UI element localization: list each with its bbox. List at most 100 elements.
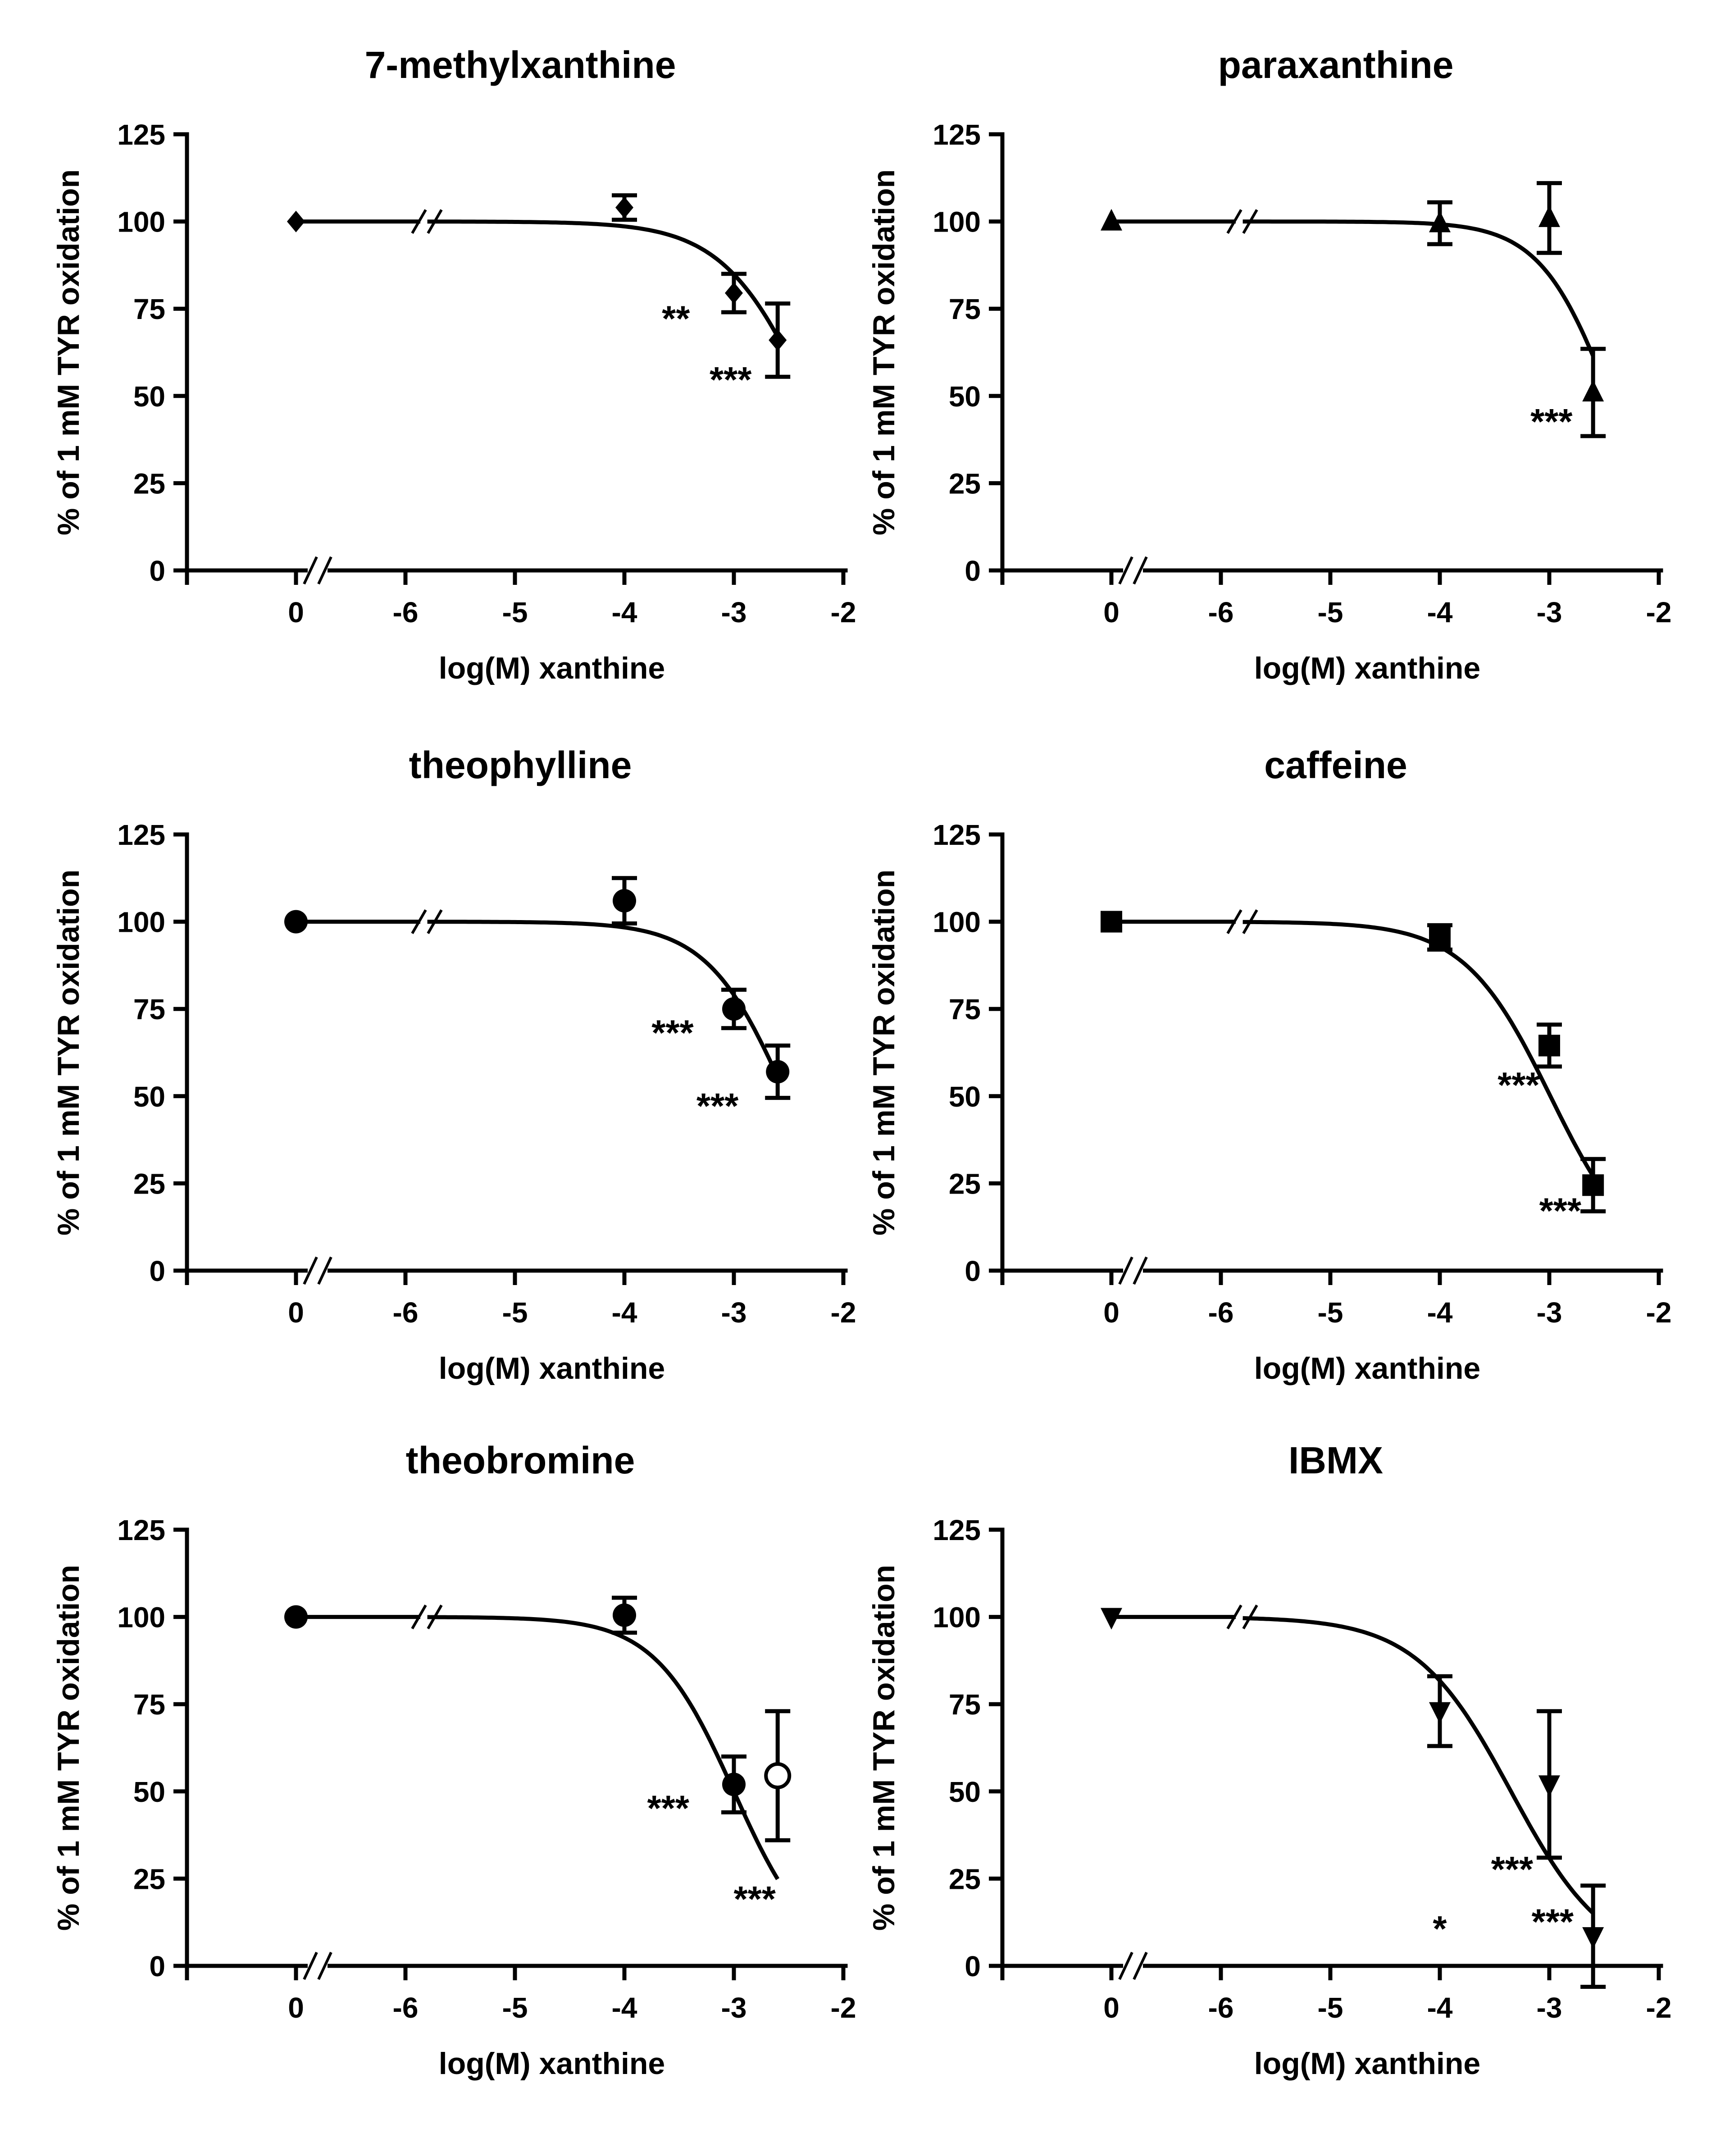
y-tick-label: 125 bbox=[933, 119, 981, 151]
y-tick-label: 100 bbox=[933, 1601, 981, 1634]
x-tick-label: -5 bbox=[1318, 596, 1343, 629]
significance-label: *** bbox=[1491, 1849, 1534, 1889]
curve-break-mark bbox=[1242, 909, 1258, 934]
y-tick-label: 125 bbox=[933, 819, 981, 851]
x-tick-label: -6 bbox=[393, 1992, 419, 2024]
y-tick-label: 125 bbox=[117, 119, 165, 151]
y-tick-label: 75 bbox=[133, 993, 165, 1026]
y-tick-label: 75 bbox=[133, 1688, 165, 1721]
y-tick-label: 75 bbox=[949, 993, 981, 1026]
x-tick-label: -5 bbox=[502, 1296, 528, 1329]
fit-curve bbox=[1242, 219, 1595, 357]
x-tick-label: -6 bbox=[1208, 596, 1234, 629]
y-tick-label: 0 bbox=[965, 1950, 981, 1983]
x-tick-label: -6 bbox=[393, 596, 419, 629]
fit-curve bbox=[427, 920, 780, 1078]
chart-panel-2: paraxanthine 0 25 50 75 100 125 % of 1 mM TYR o… bbox=[867, 44, 1671, 685]
y-tick-label: 100 bbox=[933, 906, 981, 939]
axis-break-mark bbox=[303, 556, 318, 585]
y-tick-label: 50 bbox=[133, 1776, 165, 1808]
data-point bbox=[1429, 210, 1451, 232]
y-tick-label: 25 bbox=[949, 1863, 981, 1895]
y-tick-label: 100 bbox=[117, 906, 165, 939]
fit-curve bbox=[1242, 1616, 1595, 1915]
axis-break-mark bbox=[1133, 1951, 1148, 1980]
data-point bbox=[613, 889, 636, 913]
x-tick-label: -4 bbox=[612, 1296, 637, 1329]
x-tick-label: -5 bbox=[1318, 1296, 1343, 1329]
fit-curve bbox=[427, 1615, 780, 1880]
data-point bbox=[722, 997, 746, 1021]
chart-title: theobromine bbox=[406, 1439, 635, 1481]
axis-break-mark bbox=[303, 1256, 318, 1285]
y-tick-label: 75 bbox=[133, 293, 165, 325]
significance-label: *** bbox=[1497, 1065, 1540, 1105]
significance-label: *** bbox=[710, 360, 752, 400]
y-tick-label: 0 bbox=[149, 555, 165, 587]
chart-title: paraxanthine bbox=[1218, 44, 1454, 86]
chart-title: 7-methylxanthine bbox=[365, 44, 676, 86]
data-point bbox=[1582, 1174, 1604, 1196]
curve-break-mark bbox=[1226, 209, 1242, 234]
chart-title: IBMX bbox=[1288, 1439, 1383, 1481]
curve-break-mark bbox=[427, 1604, 443, 1630]
x-tick-label: 0 bbox=[288, 1992, 304, 2024]
significance-label: *** bbox=[647, 1788, 689, 1828]
curve-break-mark bbox=[1242, 1604, 1258, 1630]
axis-break-mark bbox=[1133, 556, 1148, 585]
x-axis-label: log(M) xanthine bbox=[439, 1351, 665, 1386]
data-point bbox=[284, 910, 308, 934]
chart-title: caffeine bbox=[1264, 744, 1407, 786]
data-point bbox=[1582, 380, 1604, 402]
x-axis-label: log(M) xanthine bbox=[439, 651, 665, 685]
data-point bbox=[722, 1773, 746, 1796]
x-tick-label: -3 bbox=[721, 1992, 747, 2024]
x-tick-label: -2 bbox=[831, 1992, 856, 2024]
y-tick-label: 50 bbox=[949, 1080, 981, 1113]
curve-break-mark bbox=[427, 209, 443, 234]
axis-break-mark bbox=[317, 1256, 332, 1285]
y-axis-label: % of 1 mM TYR oxidation bbox=[867, 1565, 901, 1931]
data-point bbox=[766, 1060, 790, 1084]
y-tick-label: 125 bbox=[933, 1514, 981, 1546]
data-point bbox=[1429, 1702, 1451, 1724]
data-point bbox=[1538, 1775, 1560, 1797]
x-tick-label: -6 bbox=[393, 1296, 419, 1329]
significance-label: * bbox=[1433, 1909, 1447, 1949]
significance-label: *** bbox=[1532, 1901, 1574, 1942]
axis-break-mark bbox=[1118, 1951, 1133, 1980]
x-tick-label: -5 bbox=[502, 596, 528, 629]
y-tick-label: 25 bbox=[133, 1863, 165, 1895]
x-tick-label: 0 bbox=[1103, 1992, 1120, 2024]
x-axis-label: log(M) xanthine bbox=[1254, 1351, 1480, 1386]
curve-break-mark bbox=[411, 209, 427, 234]
axis-break-mark bbox=[303, 1951, 318, 1980]
x-tick-label: -5 bbox=[1318, 1992, 1343, 2024]
data-point bbox=[1582, 1927, 1604, 1949]
fit-curve bbox=[427, 219, 780, 338]
x-tick-label: 0 bbox=[288, 1296, 304, 1329]
x-tick-label: 0 bbox=[1103, 1296, 1120, 1329]
axis-break-mark bbox=[1118, 556, 1133, 585]
data-point bbox=[1101, 1608, 1122, 1630]
chart-panel-5: theobromine 0 25 50 75 100 125 % of 1 mM TYR ox… bbox=[51, 1439, 856, 2081]
y-tick-label: 125 bbox=[117, 1514, 165, 1546]
curve-break-mark bbox=[1242, 209, 1258, 234]
chart-panel-1: 7-methylxanthine 0 25 50 75 100 125 % of 1 mM T… bbox=[51, 44, 856, 685]
data-point bbox=[284, 1605, 308, 1629]
curve-break-mark bbox=[1226, 1604, 1242, 1630]
x-tick-label: -3 bbox=[721, 596, 747, 629]
y-tick-label: 25 bbox=[949, 467, 981, 500]
x-tick-label: -2 bbox=[1646, 596, 1672, 629]
x-tick-label: 0 bbox=[288, 596, 304, 629]
x-tick-label: -2 bbox=[831, 1296, 856, 1329]
y-tick-label: 50 bbox=[133, 1080, 165, 1113]
y-tick-label: 25 bbox=[133, 1167, 165, 1200]
x-tick-label: -2 bbox=[831, 596, 856, 629]
x-tick-label: -2 bbox=[1646, 1992, 1672, 2024]
curve-break-mark bbox=[411, 1604, 427, 1630]
significance-label: *** bbox=[1539, 1190, 1582, 1231]
significance-label: *** bbox=[696, 1086, 739, 1126]
y-tick-label: 50 bbox=[133, 380, 165, 413]
